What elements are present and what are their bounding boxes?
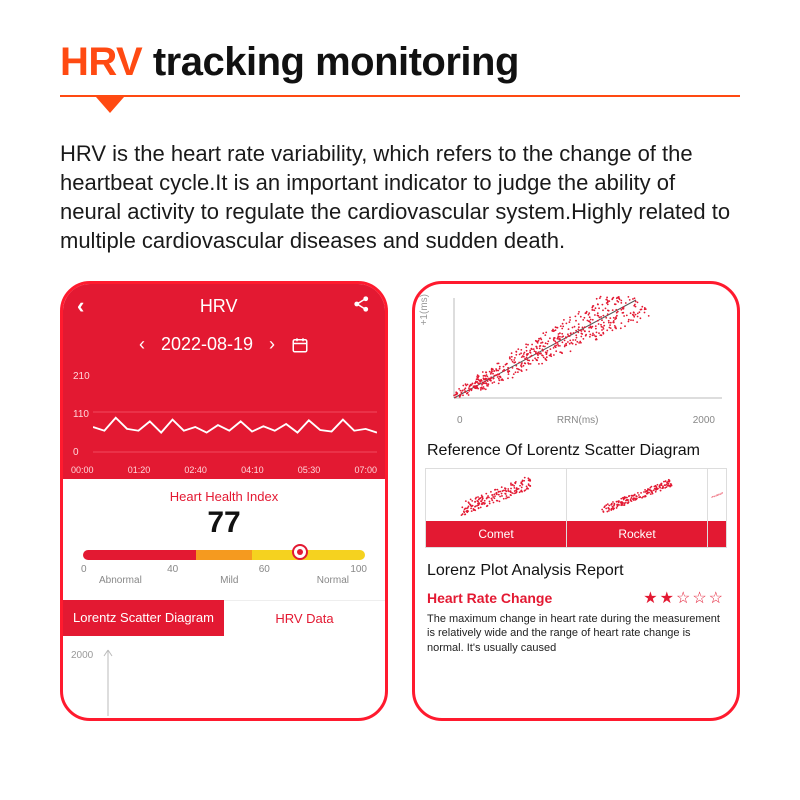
tab-hrv-data[interactable]: HRV Data xyxy=(224,600,385,636)
scale-cat: Abnormal xyxy=(99,575,142,586)
thumb-comet[interactable]: Comet xyxy=(425,468,566,548)
headline: HRV tracking monitoring xyxy=(60,40,740,85)
thumb-label: Rocket xyxy=(567,521,707,547)
phone-screenshot-hrv: ‹ HRV ‹ 2022-08-19 › 210 110 0 xyxy=(60,281,388,721)
date-next-icon[interactable]: › xyxy=(269,334,275,355)
hrc-title: Heart Rate Change xyxy=(427,590,552,606)
chart-ytick: 0 xyxy=(73,447,79,458)
thumb-rocket[interactable]: Rocket xyxy=(566,468,707,548)
health-index-value: 77 xyxy=(77,506,371,540)
health-index-marker xyxy=(292,544,308,560)
chart-xticks: 00:00 01:20 02:40 04:10 05:30 07:00 xyxy=(63,465,385,475)
scale-tick: 60 xyxy=(259,564,270,575)
screen-title: HRV xyxy=(200,296,238,317)
health-index-bar xyxy=(83,550,365,560)
chart-xtick: 01:20 xyxy=(128,465,151,475)
health-index-title: Heart Health Index xyxy=(77,489,371,504)
date-picker[interactable]: ‹ 2022-08-19 › xyxy=(63,328,385,369)
scatter-xtick: 2000 xyxy=(693,415,715,426)
back-icon[interactable]: ‹ xyxy=(77,293,84,319)
scale-cat: Mild xyxy=(220,575,238,586)
tabs: Lorentz Scatter Diagram HRV Data xyxy=(63,600,385,636)
scale-tick: 0 xyxy=(81,564,87,575)
phone-screenshot-report: +1(ms) 0 RRN(ms) 2000 Reference Of Loren… xyxy=(412,281,740,721)
scatter-xlabel: RRN(ms) xyxy=(557,415,599,426)
reference-thumbs: Comet Rocket xyxy=(415,468,737,548)
chart-xtick: 05:30 xyxy=(298,465,321,475)
hrv-line-chart: 210 110 0 00:00 01:20 02:40 04:10 05:30 … xyxy=(63,369,385,479)
chart-xtick: 07:00 xyxy=(354,465,377,475)
report-body: The maximum change in heart rate during … xyxy=(415,608,737,655)
lorentz-scatter: +1(ms) 0 RRN(ms) 2000 xyxy=(415,284,737,432)
scale-tick: 100 xyxy=(350,564,367,575)
headline-accent: HRV xyxy=(60,40,142,84)
scale-cat: Normal xyxy=(317,575,349,586)
chart-xtick: 04:10 xyxy=(241,465,264,475)
scale-tick: 40 xyxy=(167,564,178,575)
rating-stars: ★★☆☆☆ xyxy=(643,588,725,608)
share-icon[interactable] xyxy=(353,295,371,318)
scatter-xtick: 0 xyxy=(457,415,463,426)
lorentz-ytick: 2000 xyxy=(71,650,93,661)
calendar-icon[interactable] xyxy=(291,336,309,354)
date-value: 2022-08-19 xyxy=(161,334,253,355)
thumb-partial[interactable] xyxy=(707,468,727,548)
reference-title: Reference Of Lorentz Scatter Diagram xyxy=(415,432,737,468)
tab-lorentz[interactable]: Lorentz Scatter Diagram xyxy=(63,600,224,636)
date-prev-icon[interactable]: ‹ xyxy=(139,334,145,355)
headline-rest: tracking monitoring xyxy=(142,40,519,84)
chart-xtick: 02:40 xyxy=(184,465,207,475)
scatter-ylabel: +1(ms) xyxy=(419,294,430,325)
report-title: Lorenz Plot Analysis Report xyxy=(415,548,737,588)
thumb-label: Comet xyxy=(426,521,566,547)
headline-rule xyxy=(60,95,740,113)
chart-ytick: 110 xyxy=(73,409,89,420)
lorentz-chart-top: 2000 xyxy=(63,636,385,721)
chart-xtick: 00:00 xyxy=(71,465,94,475)
app-header: ‹ HRV xyxy=(63,284,385,328)
chart-ytick: 210 xyxy=(73,371,90,382)
intro-paragraph: HRV is the heart rate variability, which… xyxy=(60,139,740,255)
